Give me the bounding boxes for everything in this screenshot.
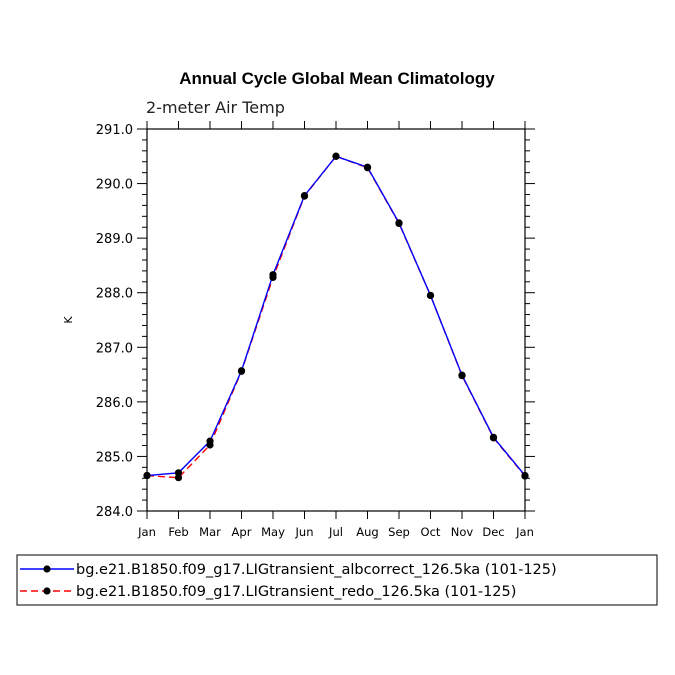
data-point (143, 471, 151, 480)
y-tick-label: 290.0 (96, 178, 133, 193)
data-point (458, 372, 466, 380)
y-tick-label: 286.0 (96, 396, 133, 411)
y-tick-label: 288.0 (96, 287, 133, 302)
x-tick-label: Sep (388, 525, 410, 539)
x-tick-label: Feb (168, 525, 188, 539)
data-point (300, 192, 309, 200)
legend-label: bg.e21.B1850.f09_g17.LIGtransient_redo_1… (76, 584, 516, 600)
data-point (489, 434, 498, 442)
data-point (521, 472, 529, 480)
y-tick-labels: 284.0 285.0 286.0 287.0 288.0 289.0 290.0 291.0 (96, 123, 133, 520)
x-tick-label: Dec (482, 525, 504, 539)
chart-subtitle: 2-meter Air Temp (146, 98, 285, 117)
y-tick-label: 289.0 (96, 232, 133, 247)
x-tick-label: Jul (328, 525, 343, 539)
series-line (146, 155, 526, 479)
chart-title: Annual Cycle Global Mean Climatology (179, 69, 495, 88)
x-tick-label: Nov (451, 525, 474, 539)
data-point (206, 441, 214, 449)
x-tick-labels: Jan Feb Mar Apr May Jun Jul Aug Sep Oct Nov Dec Jan (137, 525, 534, 539)
series-lines (143, 152, 529, 482)
y-tick-label: 285.0 (96, 450, 133, 465)
y-tick-label: 284.0 (96, 505, 133, 520)
data-point (237, 367, 246, 375)
legend-label: bg.e21.B1850.f09_g17.LIGtransient_albcor… (76, 562, 557, 578)
x-tick-label: Jan (515, 525, 534, 539)
x-tick-label: Jan (137, 525, 156, 539)
y-axis-title: K (62, 316, 75, 324)
data-point (174, 474, 183, 482)
legend: bg.e21.B1850.f09_g17.LIGtransient_albcor… (16, 554, 658, 606)
x-tick-label: Oct (421, 525, 441, 539)
data-point (395, 219, 403, 228)
plot-frame (146, 128, 526, 512)
x-tick-label: May (261, 525, 285, 539)
y-tick-label: 291.0 (96, 123, 133, 138)
data-point (363, 164, 372, 172)
legend-frame (16, 554, 658, 606)
legend-marker (43, 565, 51, 573)
data-point (426, 291, 435, 300)
data-point (269, 273, 277, 282)
legend-marker (43, 587, 51, 595)
axis-ticks (137, 121, 535, 519)
x-tick-label: Jun (295, 525, 314, 539)
data-point (332, 152, 340, 160)
x-tick-label: Mar (199, 525, 221, 539)
x-tick-label: Aug (356, 525, 378, 539)
x-tick-label: Apr (232, 525, 252, 539)
y-tick-label: 287.0 (96, 341, 133, 356)
series-line (146, 155, 526, 477)
